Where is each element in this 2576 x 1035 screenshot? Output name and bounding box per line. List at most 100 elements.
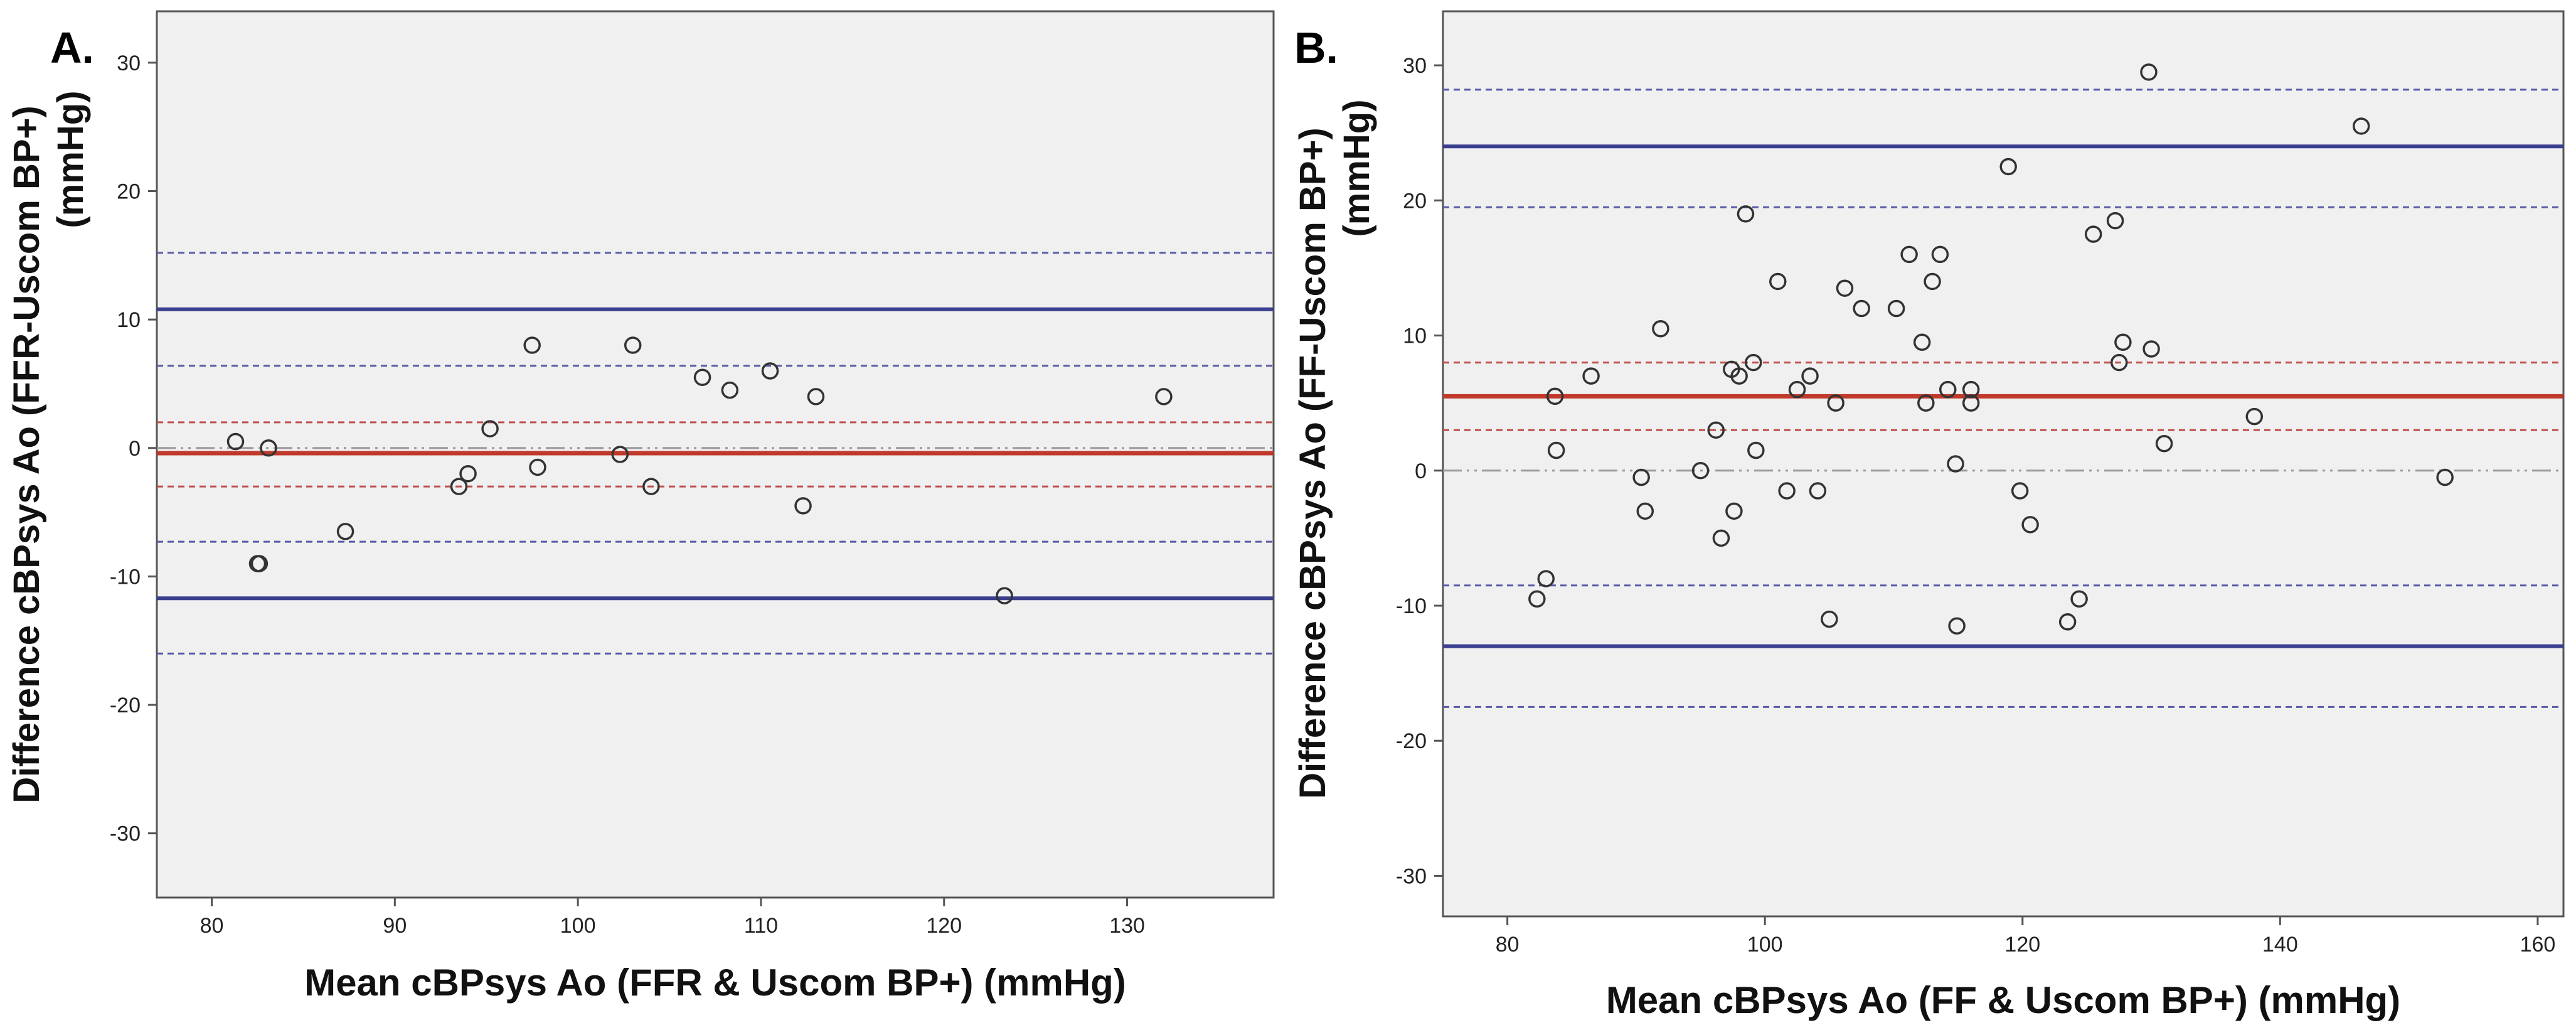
panel-a-x-tick-label: 80 — [200, 914, 224, 938]
panel-b-data-point — [1962, 394, 1980, 412]
panel-b-data-point — [2142, 340, 2160, 358]
panel-b-data-point — [1948, 617, 1966, 635]
panel-b-label: B. — [1294, 23, 1338, 72]
panel-b-x-tick-label: 80 — [1496, 933, 1520, 957]
panel-b-data-point — [1707, 421, 1725, 439]
panel-b-x-tick-label: 100 — [1747, 933, 1783, 957]
panel-b-data-point — [2155, 434, 2173, 453]
panel-b-data-point — [1632, 468, 1650, 486]
panel-a-data-point — [624, 336, 642, 354]
panel-b-data-point — [1801, 367, 1819, 385]
panel-a-y-tick-label: 10 — [117, 308, 141, 332]
panel-a-x-tick-label: 90 — [383, 914, 407, 938]
panel-b-data-point — [1730, 367, 1748, 385]
panel-a-data-point — [250, 555, 269, 572]
panel-a-x-tick-label: 110 — [744, 914, 778, 938]
panel-a-y-tick-label: 0 — [129, 437, 141, 461]
panel-b-data-point — [1887, 299, 1905, 318]
panel-b-data-point — [1788, 380, 1806, 399]
panel-b-data-point — [1737, 205, 1755, 223]
panel-b-data-point — [1778, 482, 1796, 500]
panel-a-y-tick-label: 20 — [117, 180, 141, 203]
panel-a-data-point — [761, 362, 779, 380]
panel-b-data-point — [1821, 610, 1838, 628]
panel-b-data-point — [1636, 502, 1654, 520]
panel-a-data-point — [450, 478, 468, 495]
panel-b-x-tick-label: 120 — [2004, 933, 2040, 957]
panel-b-y-tick-label: -30 — [1396, 864, 1427, 888]
panel-a-data-point — [481, 420, 499, 437]
panel-b-data-point — [1917, 394, 1935, 412]
panel-a-data-point — [794, 497, 812, 515]
panel-b-data-point — [2140, 63, 2158, 81]
panel-a-y-tick-label: -30 — [110, 822, 141, 846]
panel-b-y-tick-label: 30 — [1403, 54, 1427, 78]
panel-a-data-point — [807, 388, 825, 405]
panel-b-x-tick-label: 160 — [2520, 933, 2556, 957]
panel-a-x-tick-label: 100 — [560, 914, 596, 938]
panel-a-data-point — [336, 523, 354, 540]
panel-b-data-point — [2021, 516, 2039, 534]
panel-b-data-point — [1853, 299, 1870, 318]
panel-b-data-point — [1836, 279, 1854, 297]
panel-b-data-point — [1947, 455, 1964, 473]
panel-a-x-tick-label: 130 — [1109, 914, 1145, 938]
panel-b-x-tick-label: 140 — [2262, 933, 2298, 957]
panel-b-x-axis-title: Mean cBPsys Ao (FF & Uscom BP+) (mmHg) — [1606, 979, 2400, 1021]
panel-b-data-point — [1744, 353, 1762, 372]
panel-b-data-point — [1913, 333, 1931, 351]
panel-b-data-point — [1769, 272, 1787, 291]
panel-b-data-point — [1809, 482, 1827, 500]
panel-a-data-point — [721, 381, 739, 399]
panel-b-data-point — [1827, 394, 1844, 412]
panel-b-data-point — [1528, 590, 1546, 608]
panel-b-data-point — [2114, 333, 2132, 351]
panel-b-data-point — [2070, 590, 2088, 608]
panel-b-data-point — [1712, 529, 1730, 547]
panel-b: -30 -20 -10 0 10 20 30 80 100 120 140 160 Differenc… — [1292, 10, 2565, 1021]
panel-b-data-point — [1546, 387, 1564, 405]
panel-a-label: A. — [50, 23, 94, 72]
panel-b-y-tick-label: 0 — [1415, 459, 1427, 483]
panel-b-data-point — [1652, 320, 1669, 338]
panel-b-data-point — [1900, 245, 1918, 264]
panel-a-data-point — [996, 587, 1013, 604]
panel-a-y-axis-title-line2: (mmHg) — [50, 90, 91, 228]
panel-b-data-point — [1939, 380, 1957, 399]
panel-b-data-point — [1931, 245, 1949, 264]
panel-b-data-point — [2110, 353, 2128, 372]
panel-b-data-point — [1547, 441, 1565, 459]
panel-b-data-point — [2245, 407, 2264, 426]
panel-b-data-point — [1537, 570, 1555, 587]
panel-a-x-tick-label: 120 — [926, 914, 962, 938]
panel-b-data-point — [1747, 441, 1765, 459]
panel-a-data-point — [642, 478, 660, 495]
panel-a-y-tick-label: -20 — [110, 694, 141, 717]
panel-b-data-point — [1962, 380, 1980, 399]
panel-a-data-point — [523, 336, 541, 354]
panel-b-y-axis-title-line2: (mmHg) — [1336, 99, 1377, 237]
panel-b-y-tick-label: -20 — [1396, 729, 1427, 753]
panel-b-data-point — [1582, 367, 1600, 385]
panel-b-data-point — [1691, 462, 1710, 480]
panel-a-data-point — [693, 368, 711, 386]
panel-b-y-tick-label: -10 — [1396, 594, 1427, 618]
panel-b-data-point — [2106, 212, 2124, 230]
panel-b-data-point — [1999, 158, 2017, 176]
panel-a: -30 -20 -10 0 10 20 30 80 90 100 110 120 130 Differe… — [6, 10, 1275, 1004]
panel-a-data-point — [611, 446, 629, 463]
panel-b-data-point — [2436, 468, 2454, 486]
panel-a-y-tick-label: 30 — [117, 51, 141, 75]
panel-a-data-point — [260, 439, 277, 457]
panel-b-data-point — [1924, 272, 1941, 291]
panel-a-data-point — [459, 464, 477, 483]
panel-a-y-tick-label: -10 — [110, 565, 141, 589]
panel-b-data-point — [2352, 117, 2370, 135]
panel-b-data-point — [2058, 613, 2077, 631]
panel-b-data-point — [1725, 502, 1743, 520]
panel-a-data-point — [1155, 388, 1173, 405]
panel-b-y-tick-label: 10 — [1403, 324, 1427, 348]
panel-a-y-axis-title-line1: Difference cBPsys Ao (FFR-Uscom BP+) — [6, 105, 47, 803]
